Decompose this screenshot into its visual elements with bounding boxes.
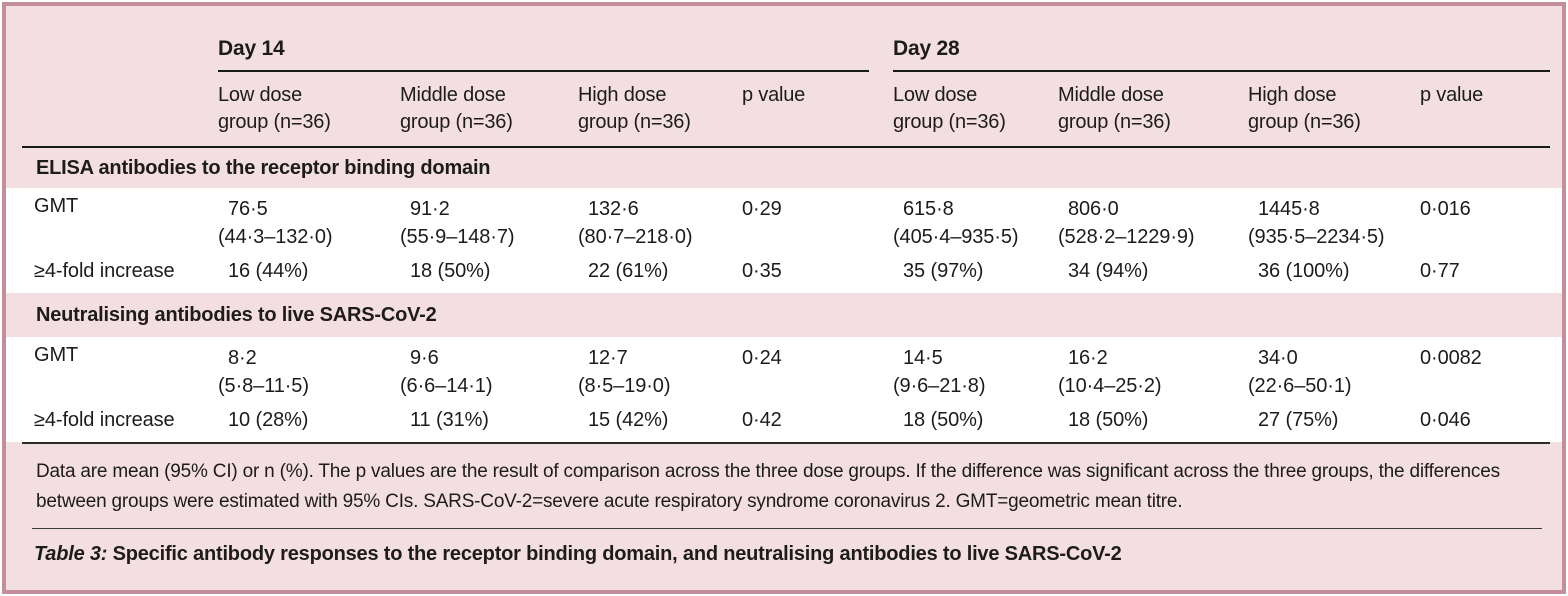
empty-corner-cell [22, 6, 218, 72]
caption-divider-rule [32, 528, 1542, 529]
cell-d14-high: 22 (61%) [588, 260, 669, 282]
col-header-d28-high: High dose group (n=36) [1248, 82, 1420, 142]
col-header-d28-middle: Middle dose group (n=36) [1058, 82, 1248, 142]
col-header-line2: group (n=36) [1248, 111, 1361, 133]
cell-d28-middle: 34 (94%) [1068, 260, 1149, 282]
footnote: Data are mean (95% CI) or n (%). The p v… [36, 461, 1500, 512]
caption-prefix: Table 3: [34, 543, 108, 565]
table-row-elisa-gmt: GMT 76·5 (44·3–132·0) 91·2 (55·9–148·7) … [22, 195, 1550, 251]
day14-group-header: Day 14 [218, 6, 869, 72]
cell-d14-low: 16 (44%) [228, 260, 309, 282]
col-header-line2: group (n=36) [400, 111, 513, 133]
col-header-line2: group (n=36) [578, 111, 691, 133]
table-row-neut-gmt: GMT 8·2 (5·8–11·5) 9·6 (6·6–14·1) 12·7 (… [22, 344, 1550, 400]
cell-d14-pvalue: 0·29 [742, 198, 782, 220]
col-header-line1: High dose [578, 84, 667, 106]
caption-text: Specific antibody responses to the recep… [112, 543, 1122, 565]
col-header-line1: Low dose [893, 84, 978, 106]
col-header-line1: p value [742, 84, 806, 106]
cell-d14-pvalue: 0·24 [742, 347, 782, 369]
cell-d14-middle: 9·6 (6·6–14·1) [400, 347, 493, 397]
col-header-line1: p value [1420, 84, 1484, 106]
cell-d28-pvalue: 0·77 [1420, 260, 1460, 282]
cell-d28-pvalue: 0·046 [1420, 409, 1471, 431]
col-header-line1: High dose [1248, 84, 1337, 106]
neutralising-data-band: GMT 8·2 (5·8–11·5) 9·6 (6·6–14·1) 12·7 (… [6, 337, 1562, 442]
table-caption: Table 3: Specific antibody responses to … [6, 529, 1562, 566]
section-title-neutralising: Neutralising antibodies to live SARS-CoV… [36, 304, 437, 326]
cell-d28-high: 27 (75%) [1258, 409, 1339, 431]
section-title-elisa: ELISA antibodies to the receptor binding… [36, 157, 491, 179]
row-label: ≥4-fold increase [34, 409, 175, 431]
row-label: GMT [34, 195, 79, 217]
cell-d28-low: 14·5 (9·6–21·8) [893, 347, 986, 397]
col-header-d14-high: High dose group (n=36) [578, 82, 742, 142]
column-header-row: Low dose group (n=36) Middle dose group … [22, 72, 1550, 142]
day28-group-header: Day 28 [893, 6, 1550, 72]
row-label: GMT [34, 344, 79, 366]
cell-d14-high: 132·6 (80·7–218·0) [578, 198, 693, 248]
col-header-d28-pvalue: p value [1420, 82, 1550, 142]
cell-d14-middle: 18 (50%) [410, 260, 491, 282]
col-header-line2: group (n=36) [893, 111, 1006, 133]
cell-d14-middle: 91·2 (55·9–148·7) [400, 198, 515, 248]
day-group-header-row: Day 14 Day 28 [22, 6, 1550, 72]
col-header-line2: group (n=36) [218, 111, 331, 133]
cell-d28-middle: 18 (50%) [1068, 409, 1149, 431]
cell-d28-pvalue: 0·016 [1420, 198, 1471, 220]
cell-d28-middle: 806·0 (528·2–1229·9) [1058, 198, 1195, 248]
col-header-line2: group (n=36) [1058, 111, 1171, 133]
day28-label: Day 28 [893, 37, 960, 60]
col-header-d14-middle: Middle dose group (n=36) [400, 82, 578, 142]
col-header-d14-low: Low dose group (n=36) [218, 82, 400, 142]
cell-d14-pvalue: 0·35 [742, 260, 782, 282]
col-header-line1: Low dose [218, 84, 303, 106]
table-row-elisa-fold: ≥4-fold increase 16 (44%) 18 (50%) 22 (6… [22, 251, 1550, 291]
cell-d28-low: 615·8 (405·4–935·5) [893, 198, 1019, 248]
cell-d28-middle: 16·2 (10·4–25·2) [1058, 347, 1162, 397]
col-header-line1: Middle dose [1058, 84, 1164, 106]
row-label: ≥4-fold increase [34, 260, 175, 282]
col-header-d28-low: Low dose group (n=36) [893, 82, 1058, 142]
cell-d28-low: 18 (50%) [903, 409, 984, 431]
cell-d28-high: 1445·8 (935·5–2234·5) [1248, 198, 1385, 248]
elisa-data-band: GMT 76·5 (44·3–132·0) 91·2 (55·9–148·7) … [6, 188, 1562, 293]
cell-d14-low: 8·2 (5·8–11·5) [218, 347, 309, 397]
cell-d28-high: 36 (100%) [1258, 260, 1350, 282]
cell-d14-low: 76·5 (44·3–132·0) [218, 198, 333, 248]
cell-d28-high: 34·0 (22·6–50·1) [1248, 347, 1352, 397]
cell-d28-pvalue: 0·0082 [1420, 347, 1482, 369]
cell-d14-middle: 11 (31%) [410, 409, 489, 431]
header-divider-rule [22, 146, 1550, 148]
col-header-line1: Middle dose [400, 84, 506, 106]
cell-d28-low: 35 (97%) [903, 260, 984, 282]
cell-d14-high: 12·7 (8·5–19·0) [578, 347, 671, 397]
empty-header-cell [22, 82, 218, 142]
cell-d14-low: 10 (28%) [228, 409, 309, 431]
cell-d14-high: 15 (42%) [588, 409, 669, 431]
table-row-neut-fold: ≥4-fold increase 10 (28%) 11 (31%) 15 (4… [22, 400, 1550, 440]
cell-d14-pvalue: 0·42 [742, 409, 782, 431]
day14-label: Day 14 [218, 37, 285, 60]
col-header-d14-pvalue: p value [742, 82, 893, 142]
table-bottom-rule [22, 442, 1550, 444]
